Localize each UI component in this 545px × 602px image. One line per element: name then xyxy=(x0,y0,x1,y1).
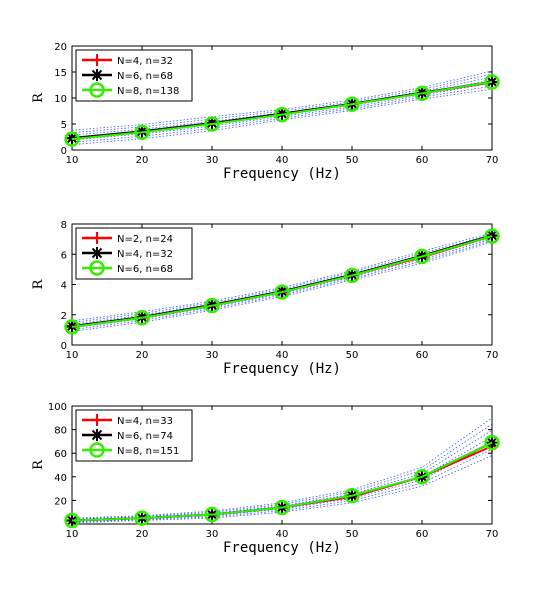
data-point xyxy=(414,248,430,265)
x-tick-label: 60 xyxy=(416,529,429,540)
data-point xyxy=(414,469,430,485)
x-tick-label: 60 xyxy=(416,350,429,361)
y-tick-label: 40 xyxy=(54,473,67,484)
y-tick-label: 20 xyxy=(54,496,67,507)
x-tick-label: 30 xyxy=(206,155,219,166)
x-tick-label: 60 xyxy=(416,155,429,166)
y-tick-label: 15 xyxy=(54,68,67,79)
legend-marker xyxy=(91,414,103,426)
x-axis-label: Frequency (Hz) xyxy=(223,166,341,182)
y-tick-label: 0 xyxy=(61,341,67,352)
y-tick-label: 6 xyxy=(61,250,67,261)
x-axis-label: Frequency (Hz) xyxy=(223,540,341,556)
y-axis-label: R xyxy=(31,92,46,103)
x-tick-label: 70 xyxy=(486,350,499,361)
data-point xyxy=(414,85,430,102)
legend-label: N=6, n=74 xyxy=(117,431,173,442)
data-point xyxy=(274,284,290,300)
x-tick-label: 20 xyxy=(136,155,149,166)
legend-label: N=2, n=24 xyxy=(117,234,173,245)
y-tick-label: 4 xyxy=(61,281,67,292)
series-line xyxy=(71,441,493,522)
chart-panel-bottom: 10 20 30 40 50 60 70 20 40 60 80 100 Frequency (Hz) R… xyxy=(31,402,500,556)
x-axis-label: Frequency (Hz) xyxy=(223,361,341,377)
x-tick-label: 10 xyxy=(66,529,79,540)
y-tick-label: 2 xyxy=(61,311,67,322)
y-tick-label: 5 xyxy=(61,120,67,131)
chart-panel-middle: 10 20 30 40 50 60 70 0 2 4 6 8 Frequency (Hz) R N=2, n… xyxy=(31,220,500,377)
data-point xyxy=(274,499,290,516)
legend-label: N=4, n=32 xyxy=(117,56,173,67)
legend-marker xyxy=(89,442,105,458)
data-point xyxy=(66,132,78,145)
legend-marker xyxy=(89,82,105,98)
x-tick-label: 50 xyxy=(346,155,359,166)
x-tick-label: 40 xyxy=(276,155,289,166)
y-tick-label: 0 xyxy=(61,146,67,157)
y-axis-label: R xyxy=(31,459,46,470)
data-point xyxy=(136,125,148,138)
x-tick-label: 70 xyxy=(486,529,499,540)
x-tick-label: 40 xyxy=(276,350,289,361)
data-point xyxy=(134,310,150,326)
y-tick-label: 60 xyxy=(54,449,67,460)
legend-label: N=6, n=68 xyxy=(117,264,173,275)
data-point xyxy=(206,116,218,129)
data-point xyxy=(204,297,220,314)
data-point xyxy=(484,434,500,451)
legend-label: N=4, n=32 xyxy=(117,249,173,260)
x-tick-label: 50 xyxy=(346,529,359,540)
data-point xyxy=(484,228,500,244)
chart-panel-top: 10 20 30 40 50 60 70 0 5 10 15 20 Frequency (Hz) R N=4… xyxy=(31,42,500,182)
data-point xyxy=(134,124,150,141)
legend-label: N=6, n=68 xyxy=(117,71,173,82)
data-point xyxy=(204,506,220,523)
legend-marker xyxy=(91,69,103,81)
data-point xyxy=(484,74,500,90)
data-point xyxy=(204,116,220,132)
data-point xyxy=(64,319,80,335)
legend-marker xyxy=(89,260,105,276)
x-tick-label: 50 xyxy=(346,350,359,361)
legend-marker xyxy=(91,232,103,244)
y-axis-label: R xyxy=(31,278,46,289)
data-point xyxy=(344,487,360,504)
legend-marker xyxy=(91,429,103,441)
y-tick-label: 80 xyxy=(54,426,67,437)
data-point xyxy=(276,107,288,120)
legend-label: N=8, n=138 xyxy=(117,86,179,97)
x-tick-label: 30 xyxy=(206,350,219,361)
series-line xyxy=(71,235,493,328)
legend-marker xyxy=(91,54,103,66)
data-point xyxy=(64,512,80,529)
data-point xyxy=(64,131,80,147)
legend-label: N=8, n=151 xyxy=(117,446,179,457)
x-tick-label: 70 xyxy=(486,155,499,166)
data-point xyxy=(486,229,498,242)
x-tick-label: 10 xyxy=(66,155,79,166)
series-line xyxy=(71,80,493,141)
data-point xyxy=(344,267,360,284)
data-point xyxy=(134,510,150,526)
x-tick-label: 20 xyxy=(136,350,149,361)
y-tick-label: 10 xyxy=(54,94,67,105)
x-tick-label: 20 xyxy=(136,529,149,540)
x-tick-label: 10 xyxy=(66,350,79,361)
y-tick-label: 8 xyxy=(61,220,67,231)
legend-marker xyxy=(91,247,103,259)
legend-label: N=4, n=33 xyxy=(117,416,173,427)
y-tick-label: 100 xyxy=(48,402,67,413)
x-tick-label: 30 xyxy=(206,529,219,540)
x-tick-label: 40 xyxy=(276,529,289,540)
y-tick-label: 20 xyxy=(54,42,67,53)
data-point xyxy=(344,96,360,112)
data-point xyxy=(274,106,290,123)
